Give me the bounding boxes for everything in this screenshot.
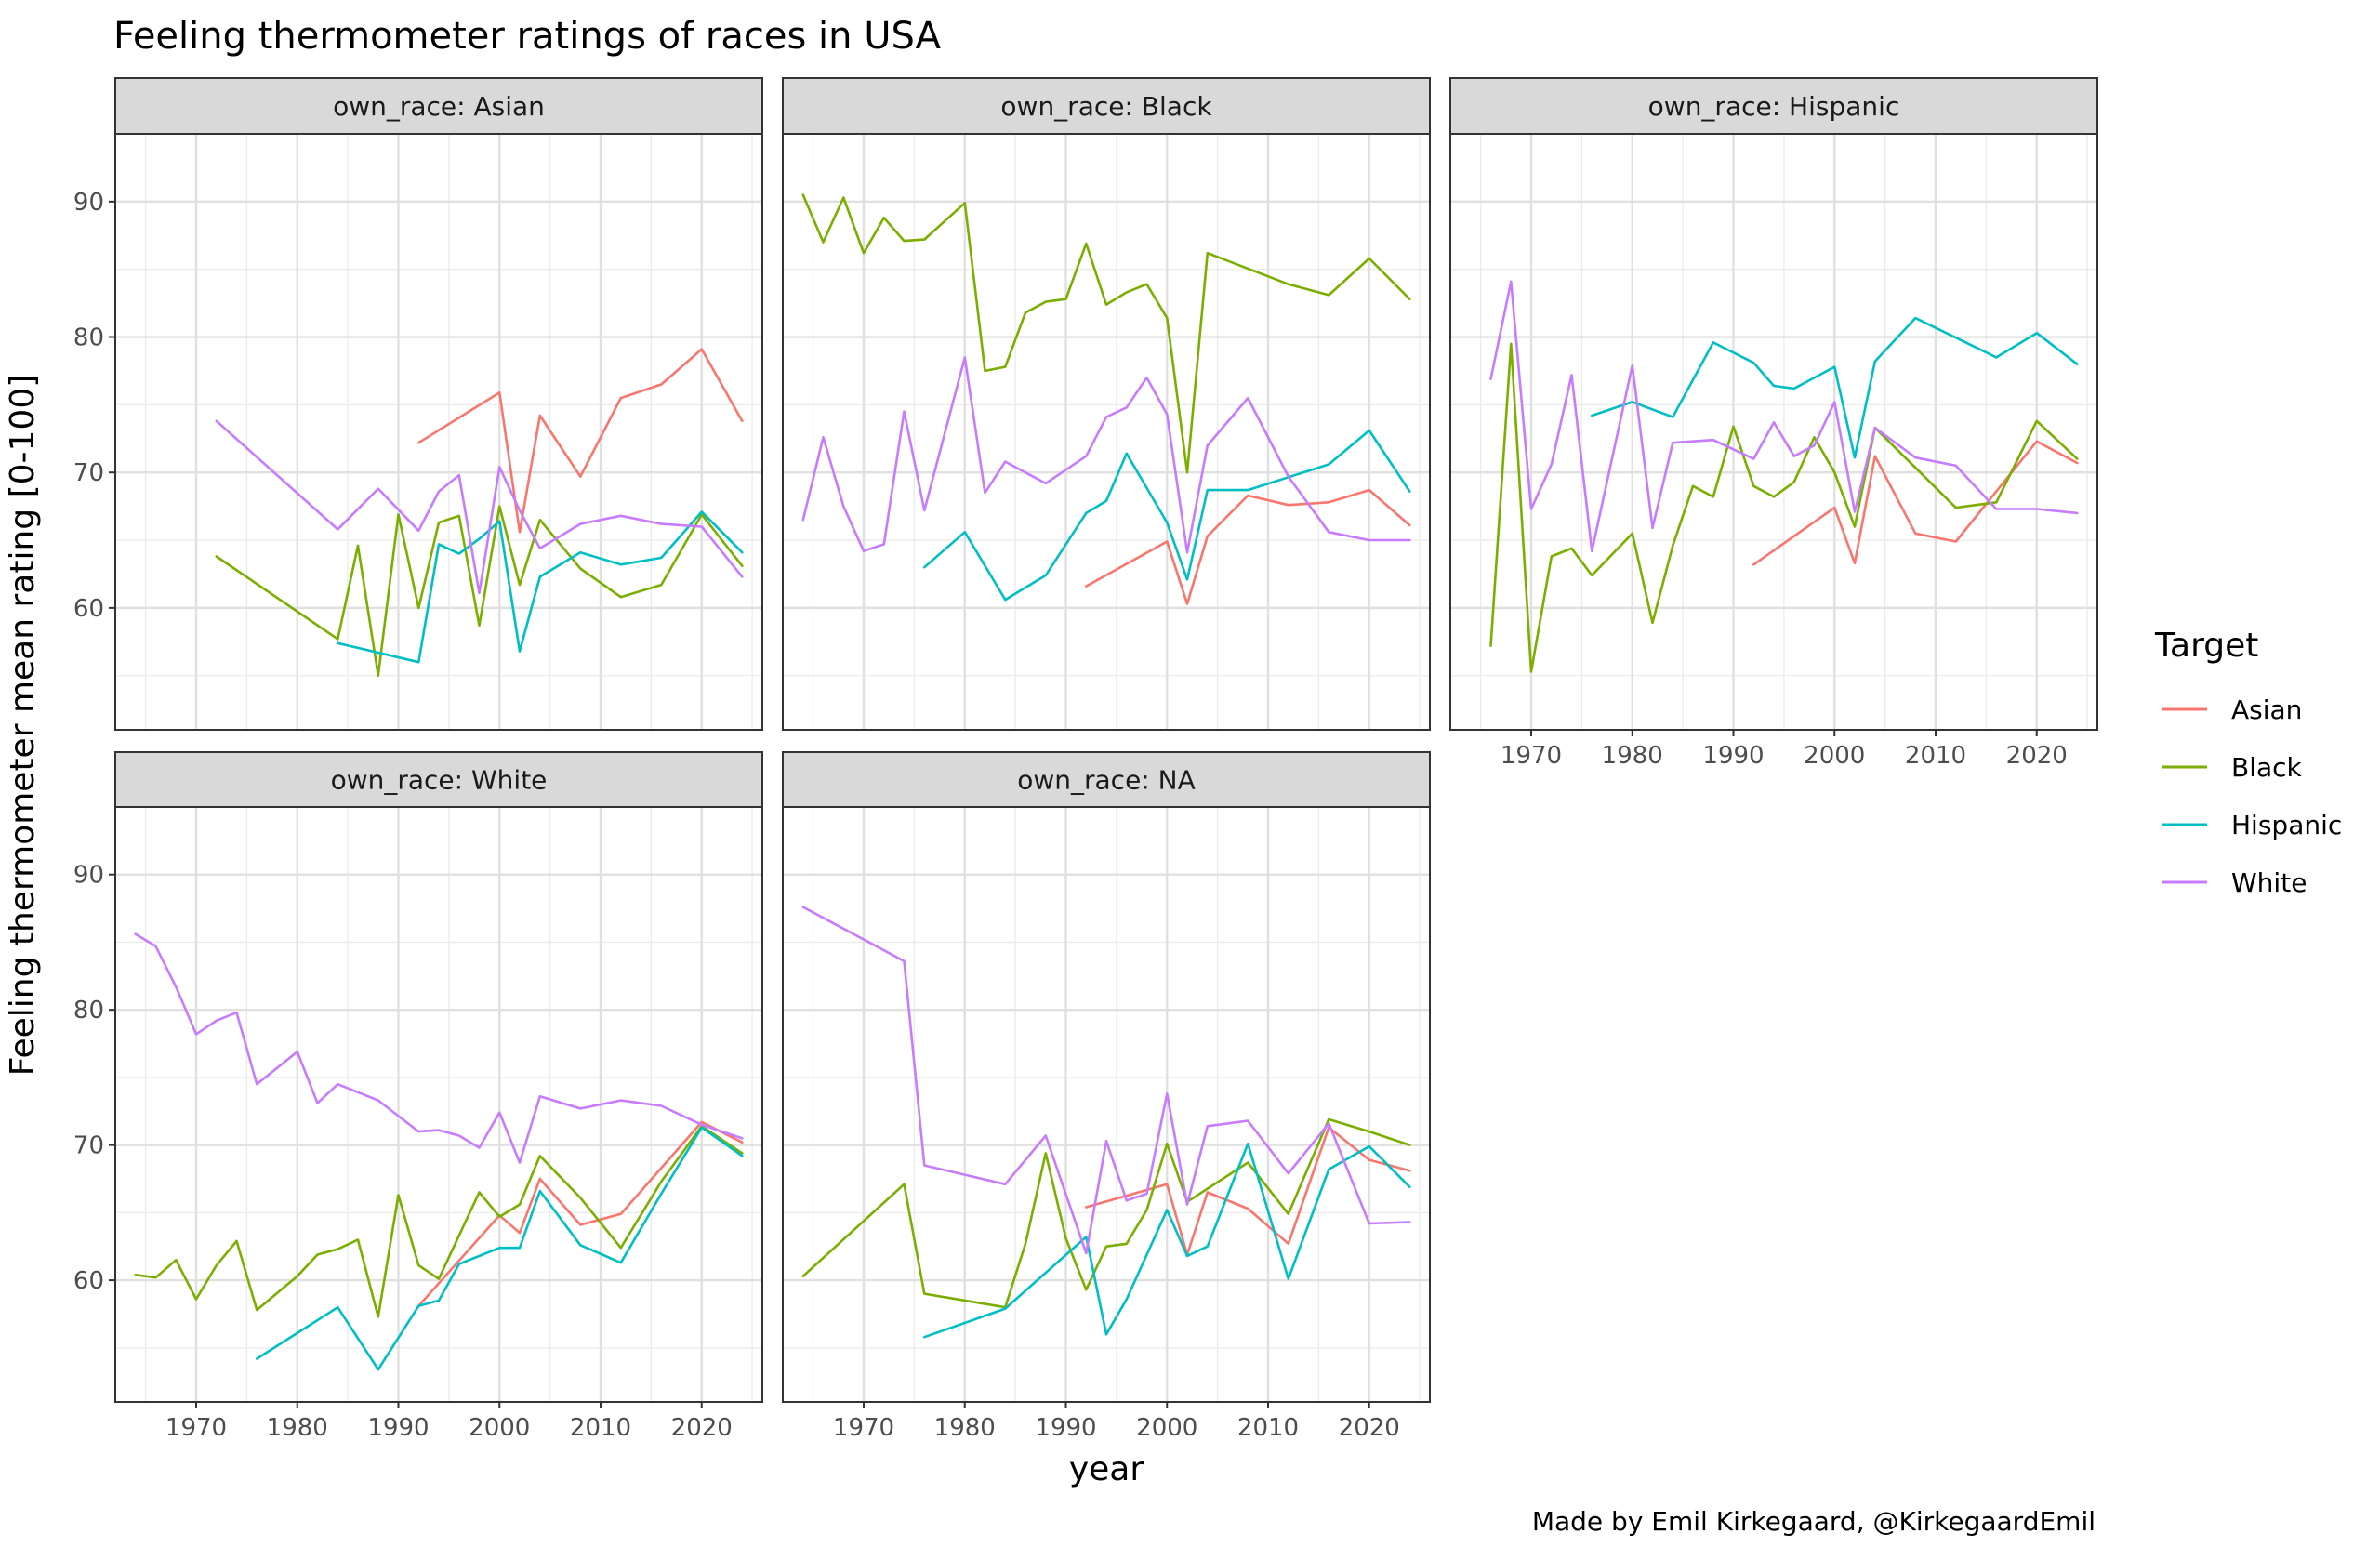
series-line-asian: [416, 1120, 744, 1307]
legend-label: Hispanic: [2231, 810, 2342, 840]
series-line-black: [801, 1117, 1411, 1309]
y-tick-label: 90: [73, 862, 104, 890]
x-tick-label: 2010: [570, 1414, 631, 1442]
series-line-hispanic: [1591, 316, 2079, 459]
series-line-black: [134, 1125, 744, 1318]
gridlines: [783, 134, 1430, 730]
panel-na: own_race: NA 1970 1980 1990 2000 2010 2020: [782, 751, 1431, 1442]
y-tick-label: 90: [73, 189, 104, 217]
strip-background: [782, 751, 1431, 808]
legend-item-white: White: [2162, 867, 2307, 898]
x-tick-label: 2020: [2006, 742, 2068, 770]
series-line-black: [801, 193, 1411, 474]
x-tick-label: 1990: [367, 1414, 429, 1442]
gridlines: [115, 807, 762, 1402]
x-tick-label: 1980: [1602, 742, 1663, 770]
strip-background: [114, 77, 763, 135]
legend-label: Asian: [2231, 694, 2302, 725]
legend-label: White: [2231, 867, 2307, 898]
series-line-white: [134, 932, 744, 1164]
x-axis-label: year: [1069, 1450, 1144, 1488]
series-line-hispanic: [922, 429, 1411, 602]
gridlines: [115, 134, 762, 730]
x-tick-label: 2010: [1237, 1414, 1299, 1442]
panel-black: own_race: Black: [782, 77, 1431, 731]
x-tick-label: 1970: [165, 1414, 227, 1442]
y-axis-label: Feeling thermometer mean rating [0-100]: [4, 375, 42, 1077]
y-tick-label: 80: [73, 997, 104, 1025]
panel-background: [783, 807, 1430, 1402]
panel-border: [114, 806, 763, 1403]
gridlines: [1450, 134, 2097, 730]
strip-label: own_race: Asian: [333, 91, 545, 122]
series-line-white: [801, 906, 1411, 1255]
panel-background: [115, 807, 762, 1402]
x-tick-label: 1970: [833, 1414, 894, 1442]
legend-label: Black: [2231, 752, 2303, 783]
panel-background: [1450, 134, 2097, 730]
x-tick-label: 2010: [1905, 742, 1966, 770]
x-tick-label: 2000: [1804, 742, 1865, 770]
panel-asian: own_race: Asian 60 70 80 90: [73, 77, 763, 731]
panel-white: own_race: White 1970 1980 1990 2000 2010 2020 6…: [73, 751, 763, 1442]
facet-panels: own_race: Asian 60 70 80 90 own_race: Black ow…: [73, 77, 2098, 1442]
caption: Made by Emil Kirkegaard, @KirkegaardEmil: [1532, 1506, 2096, 1537]
legend-item-asian: Asian: [2162, 694, 2302, 725]
strip-label: own_race: NA: [1017, 765, 1196, 796]
panel-background: [783, 134, 1430, 730]
x-tick-label: 2000: [469, 1414, 530, 1442]
x-tick-label: 1990: [1702, 742, 1764, 770]
series-line-asian: [416, 348, 744, 534]
y-tick-label: 70: [73, 1132, 104, 1160]
y-tick-label: 80: [73, 324, 104, 352]
strip-label: own_race: Black: [1000, 91, 1212, 122]
chart-title: Feeling thermometer ratings of races in …: [113, 15, 942, 58]
panel-border: [782, 806, 1431, 1403]
series-line-white: [801, 356, 1411, 554]
legend-item-black: Black: [2162, 752, 2303, 783]
y-tick-label: 60: [73, 595, 104, 623]
panel-border: [1449, 133, 2098, 731]
panel-hispanic: own_race: Hispanic 1970 1980 1990 2000 2010 20…: [1449, 77, 2098, 770]
legend-item-hispanic: Hispanic: [2162, 810, 2342, 840]
x-tick-label: 2000: [1136, 1414, 1197, 1442]
x-tick-label: 2020: [1339, 1414, 1400, 1442]
series-line-black: [1489, 342, 2079, 673]
series-line-hispanic: [336, 510, 744, 664]
x-tick-label: 1970: [1501, 742, 1562, 770]
y-tick-label: 70: [73, 459, 104, 487]
panel-background: [115, 134, 762, 730]
panel-border: [782, 133, 1431, 731]
y-tick-label: 60: [73, 1267, 104, 1295]
legend-title: Target: [2154, 627, 2258, 665]
strip-label: own_race: Hispanic: [1648, 91, 1900, 122]
x-tick-label: 1990: [1035, 1414, 1096, 1442]
series-line-hispanic: [922, 1142, 1411, 1339]
series-line-asian: [1085, 488, 1411, 605]
x-tick-label: 1980: [267, 1414, 328, 1442]
series-line-asian: [1085, 1126, 1411, 1256]
panel-border: [114, 133, 763, 731]
x-tick-label: 2020: [671, 1414, 733, 1442]
series-line-asian: [1752, 440, 2079, 566]
x-tick-label: 1980: [934, 1414, 996, 1442]
series-line-white: [215, 419, 744, 595]
series-line-hispanic: [255, 1126, 744, 1371]
legend: Target Asian Black Hispanic White: [2154, 627, 2342, 898]
series-line-white: [1489, 280, 2079, 553]
series-line-black: [215, 505, 744, 678]
strip-background: [114, 751, 763, 808]
strip-label: own_race: White: [331, 765, 548, 796]
